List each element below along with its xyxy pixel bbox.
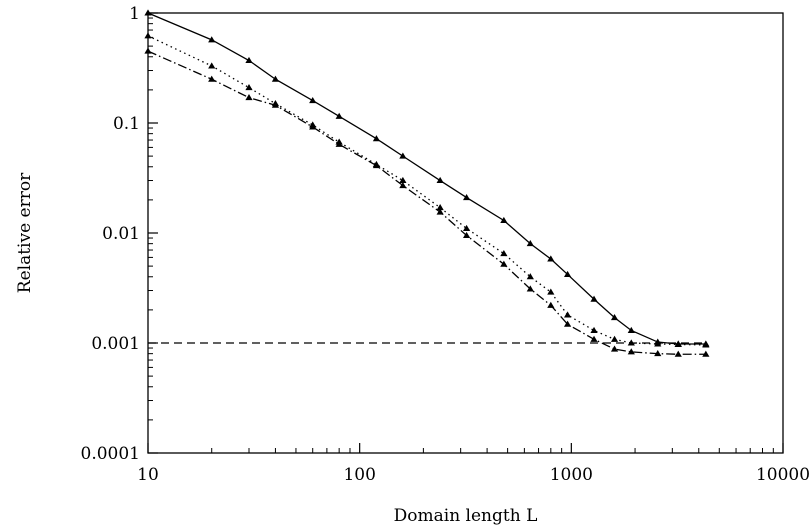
data-point-dotted bbox=[436, 204, 444, 211]
data-point-solid bbox=[610, 314, 619, 321]
data-point-solid bbox=[563, 270, 572, 277]
data-point-dashdot bbox=[500, 260, 508, 267]
data-point-dotted bbox=[590, 326, 598, 333]
data-point-dashdot bbox=[335, 140, 343, 147]
data-point-dashdot bbox=[627, 348, 635, 355]
tick-marks bbox=[147, 12, 784, 454]
data-point-solid bbox=[590, 295, 598, 302]
data-point-solid bbox=[627, 326, 635, 333]
series-lines bbox=[147, 12, 706, 355]
data-point-solid bbox=[335, 112, 343, 119]
y-tick-label: 1 bbox=[129, 4, 140, 24]
data-point-dashdot bbox=[245, 94, 253, 101]
series-line-solid bbox=[147, 12, 706, 345]
data-point-solid bbox=[271, 75, 280, 82]
data-point-solid bbox=[309, 96, 317, 104]
x-tick-label: 100 bbox=[343, 465, 375, 485]
series-markers bbox=[144, 9, 710, 357]
data-point-dotted bbox=[547, 288, 555, 295]
data-point-dashdot bbox=[547, 301, 555, 308]
data-point-dashdot bbox=[610, 345, 619, 352]
data-point-dotted bbox=[208, 62, 216, 69]
data-point-dashdot bbox=[702, 350, 710, 357]
data-point-dotted bbox=[462, 224, 471, 231]
data-point-solid bbox=[245, 56, 253, 64]
data-point-dashdot bbox=[436, 208, 444, 215]
data-point-dotted bbox=[563, 311, 572, 318]
x-tick-label: 10000 bbox=[756, 465, 809, 485]
data-point-dashdot bbox=[372, 161, 381, 169]
data-point-dashdot bbox=[654, 350, 662, 357]
data-point-solid bbox=[547, 255, 555, 262]
data-point-dashdot bbox=[462, 231, 471, 238]
x-axis-title: Domain length L bbox=[394, 506, 538, 526]
x-tick-label: 10 bbox=[137, 465, 159, 485]
data-point-dashdot bbox=[526, 285, 534, 292]
y-axis-title: Relative error bbox=[15, 172, 35, 293]
data-point-dashdot bbox=[309, 123, 317, 130]
data-point-dashdot bbox=[208, 75, 216, 82]
data-point-dashdot bbox=[674, 350, 682, 357]
data-point-dotted bbox=[674, 340, 682, 347]
data-point-dotted bbox=[702, 341, 710, 348]
data-point-solid bbox=[399, 152, 407, 159]
data-point-dotted bbox=[627, 339, 635, 346]
y-tick-label: 0.01 bbox=[102, 224, 140, 244]
y-tick-label: 0.1 bbox=[113, 114, 140, 134]
y-tick-label: 0.001 bbox=[91, 334, 140, 354]
data-point-solid bbox=[372, 135, 381, 142]
data-point-dashdot bbox=[399, 181, 407, 189]
data-point-solid bbox=[500, 216, 508, 223]
data-point-dotted bbox=[610, 335, 619, 342]
data-point-dashdot bbox=[590, 335, 598, 342]
data-point-dashdot bbox=[271, 101, 280, 108]
data-point-solid bbox=[436, 176, 444, 184]
series-line-dashdot bbox=[147, 50, 706, 355]
data-point-dotted bbox=[399, 176, 407, 184]
series-line-dotted bbox=[147, 35, 706, 346]
data-point-dotted bbox=[526, 273, 534, 280]
data-point-solid bbox=[208, 36, 216, 43]
data-point-dashdot bbox=[563, 320, 572, 327]
data-point-solid bbox=[526, 240, 534, 247]
data-point-dotted bbox=[245, 83, 253, 91]
data-point-dotted bbox=[500, 249, 508, 257]
y-tick-label: 0.0001 bbox=[81, 444, 140, 464]
x-tick-label: 1000 bbox=[550, 465, 593, 485]
data-point-dotted bbox=[654, 340, 662, 347]
plot-area-frame bbox=[147, 12, 784, 454]
data-point-solid bbox=[462, 193, 471, 201]
tick-labels: 10 100 1000 10000 1 0.1 0.01 0.001 0.0001 bbox=[81, 4, 809, 485]
